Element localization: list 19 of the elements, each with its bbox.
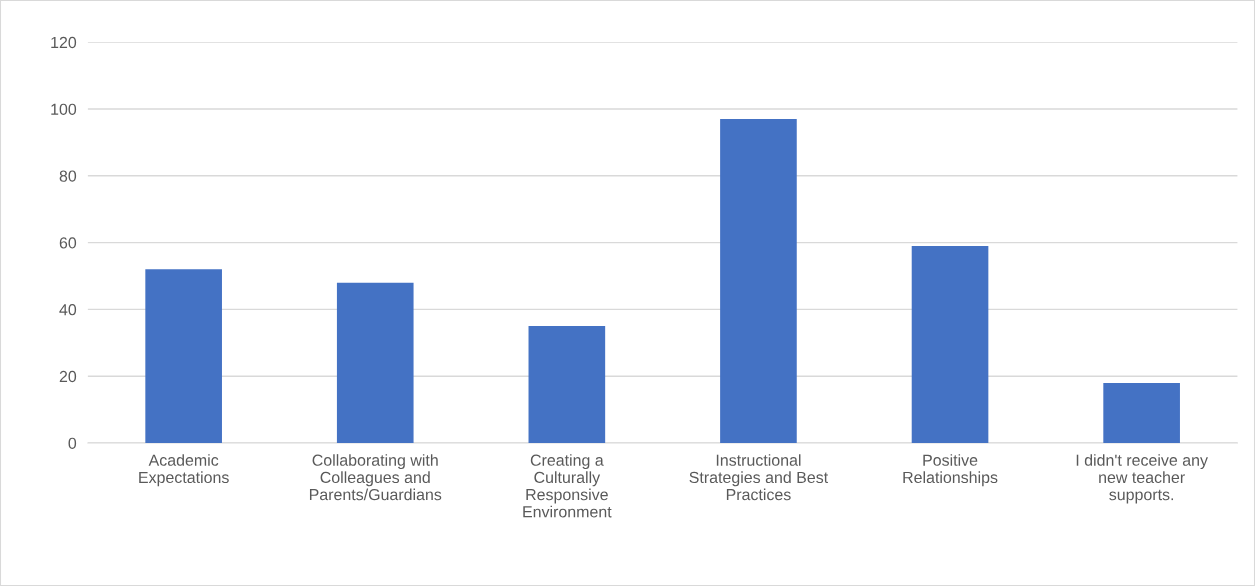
y-tick-label: 120 <box>51 36 77 49</box>
x-tick-label: Positive Relationships <box>903 454 998 487</box>
x-tick-label: Collaborating with Colleagues and Parents/Guardians <box>309 454 442 501</box>
y-tick-label: 20 <box>59 370 77 383</box>
y-tick-label: 40 <box>59 304 77 316</box>
y-tick-label: 100 <box>51 103 77 115</box>
y-tick-label: 0 <box>68 437 77 449</box>
x-tick-label: Academic Expectations <box>139 454 229 487</box>
bar <box>336 282 414 444</box>
bar <box>720 119 797 444</box>
bar <box>145 269 222 444</box>
y-tick-label: 80 <box>59 170 77 182</box>
bar <box>1103 382 1180 444</box>
bar <box>528 326 606 444</box>
x-tick-label: Instructional Strategies and Best Practices <box>689 454 829 501</box>
x-tick-label: I didn't receive any new teacher supports. <box>1076 454 1208 504</box>
y-tick-label: 60 <box>59 237 77 249</box>
bar <box>911 245 989 444</box>
x-tick-label: Creating a Culturally Responsive Environment <box>523 454 612 518</box>
